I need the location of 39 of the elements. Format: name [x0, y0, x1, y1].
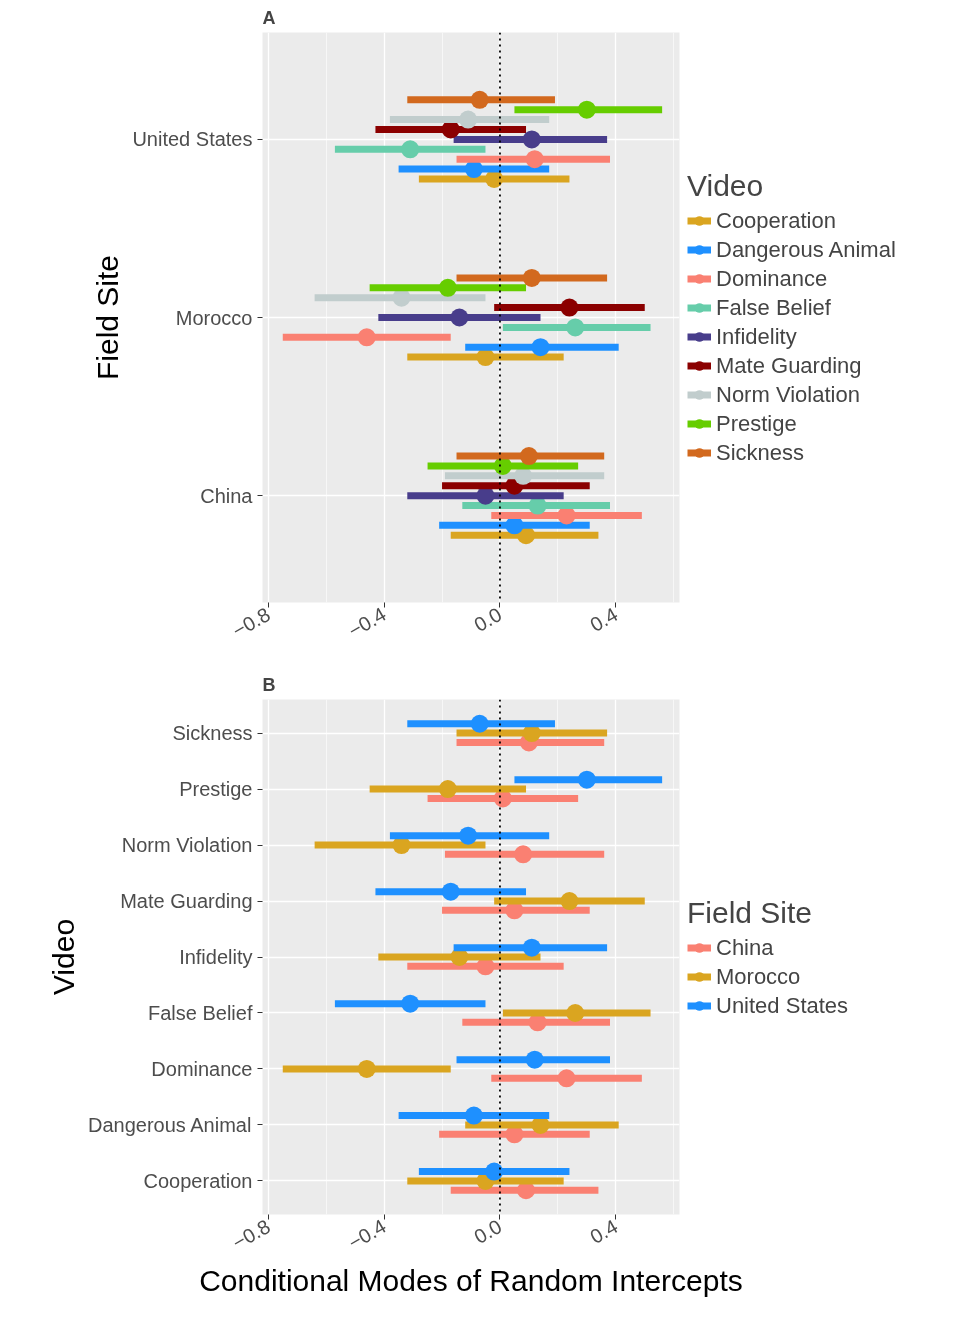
y-tick-label: Cooperation: [143, 1169, 253, 1192]
legend-label: Prestige: [716, 410, 797, 437]
y-tick-label: Dominance: [151, 1057, 253, 1080]
x-tick-label: 0.4: [586, 602, 622, 636]
x-tick-label: 0.0: [470, 1214, 506, 1248]
legend-label: China: [716, 934, 774, 960]
y-tick-label: China: [200, 484, 254, 507]
x-tick-label: −0.8: [228, 602, 274, 642]
legend-title: Video: [687, 168, 765, 203]
y-tick-label: United States: [132, 128, 253, 151]
chart-title: B: [262, 674, 276, 695]
legend-label: Cooperation: [716, 207, 836, 234]
x-axis-title: Conditional Modes of Random Intercepts: [199, 1264, 743, 1298]
x-tick-label: −0.4: [344, 1214, 390, 1254]
legend-label: Sickness: [716, 439, 805, 466]
x-tick-label: 0.4: [586, 1214, 622, 1248]
legend-label: Norm Violation: [716, 381, 860, 408]
y-tick-label: Prestige: [179, 778, 253, 801]
x-tick-label: −0.4: [344, 602, 390, 642]
legend-label: Dangerous Animal: [716, 236, 896, 263]
y-axis-title: Video: [46, 918, 80, 996]
legend-label: Dominance: [716, 265, 828, 292]
x-tick-label: 0.0: [470, 602, 506, 636]
legend-label: Mate Guarding: [716, 352, 862, 379]
y-tick-label: Mate Guarding: [120, 890, 253, 913]
y-tick-label: Sickness: [172, 722, 253, 745]
x-tick-label: −0.8: [228, 1214, 274, 1254]
legend-label: False Belief: [716, 294, 831, 321]
legend-title: Field Site: [687, 895, 814, 929]
y-tick-label: False Belief: [148, 1001, 253, 1024]
y-tick-label: Morocco: [175, 306, 253, 329]
legend-label: Infidelity: [716, 323, 797, 350]
y-tick-label: Norm Violation: [121, 834, 253, 857]
legend-label: United States: [716, 992, 849, 1018]
legend-label: Morocco: [716, 963, 801, 989]
y-tick-label: Infidelity: [179, 946, 253, 968]
y-tick-label: Dangerous Animal: [87, 1113, 252, 1136]
chart-title: A: [262, 7, 276, 28]
y-axis-title: Field Site: [91, 254, 125, 381]
